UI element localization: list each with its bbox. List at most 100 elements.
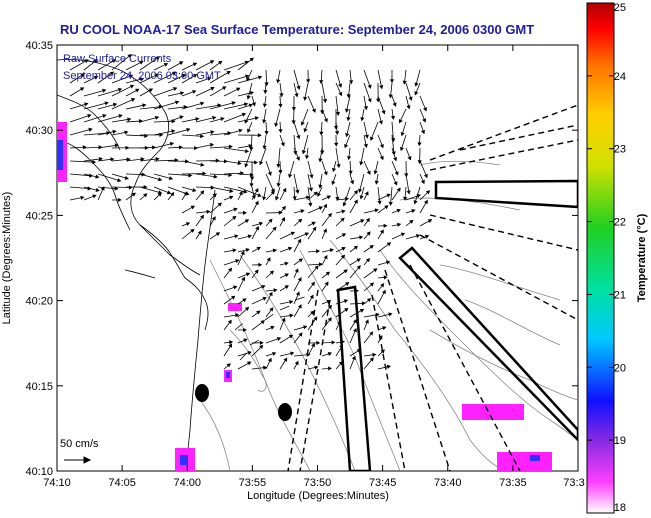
current-vector-head <box>92 159 97 165</box>
current-vector-head <box>352 328 357 333</box>
current-vector-head <box>240 250 245 256</box>
current-vector-head <box>310 310 315 315</box>
current-vector-head <box>251 102 256 107</box>
current-vector <box>97 103 117 110</box>
current-vector-head <box>243 102 249 107</box>
current-vector-head <box>315 249 321 254</box>
current-vector <box>125 134 148 137</box>
current-vector-head <box>313 191 318 196</box>
current-vector-head <box>308 187 313 192</box>
current-vector-head <box>104 101 109 106</box>
current-vector-head <box>241 276 246 282</box>
current-vector-head <box>209 142 215 148</box>
current-vector <box>294 296 305 301</box>
current-vector-head <box>413 200 418 205</box>
current-vector-head <box>200 101 205 106</box>
current-vector <box>97 173 121 182</box>
current-vector-head <box>356 258 361 263</box>
current-vector-head <box>243 338 248 343</box>
current-vector <box>111 118 131 123</box>
scale-arrow <box>64 456 92 464</box>
current-vector-head <box>356 265 361 270</box>
current-vector-head <box>373 170 378 175</box>
current-vector-head <box>378 335 383 340</box>
current-vector-head <box>294 360 299 366</box>
x-tick-label: 74:05 <box>108 477 136 489</box>
current-vector <box>209 173 232 176</box>
current-vector-head <box>278 103 283 108</box>
current-vector-head <box>178 145 183 150</box>
current-vector-head <box>374 180 379 185</box>
current-vector-head <box>247 234 252 239</box>
current-vector-head <box>124 175 129 180</box>
current-vector-head <box>130 98 136 102</box>
current-vector-head <box>363 106 368 111</box>
current-vector-head <box>284 261 289 266</box>
current-vector-head <box>185 222 191 227</box>
current-vector-head <box>422 118 427 123</box>
current-vector-head <box>337 320 341 325</box>
current-vector-head <box>190 228 195 233</box>
current-vector-head <box>128 74 134 79</box>
current-vector-head <box>217 103 222 108</box>
current-vector-head <box>273 288 278 293</box>
current-vector-head <box>79 87 85 92</box>
current-vector-head <box>369 282 375 287</box>
current-vector <box>223 113 246 123</box>
current-vector-head <box>323 203 327 209</box>
current-vector-head <box>260 320 265 325</box>
current-vector-head <box>343 299 349 304</box>
current-vector <box>363 82 372 102</box>
current-vector <box>139 173 162 181</box>
current-vector <box>223 186 247 193</box>
current-vector-head <box>408 96 413 101</box>
current-vector-head <box>389 79 395 84</box>
current-vector-head <box>372 352 377 357</box>
current-vector-head <box>276 163 281 168</box>
current-vector-head <box>303 325 308 330</box>
current-vector-head <box>367 98 372 103</box>
current-vector-head <box>319 131 324 136</box>
current-vector <box>97 144 119 149</box>
current-vector-head <box>344 196 350 202</box>
current-vector-head <box>197 230 202 235</box>
current-vector-head <box>175 100 180 105</box>
current-vector-head <box>256 246 261 251</box>
current-vector-head <box>390 115 396 120</box>
current-vector <box>153 72 176 84</box>
x-tick-label: 73:50 <box>304 477 332 489</box>
current-vector-head <box>213 174 218 179</box>
current-vector-head <box>157 177 163 182</box>
current-vector-head <box>340 339 345 345</box>
current-vector-head <box>280 142 285 147</box>
colorbar-tick-label: 22 <box>614 217 626 229</box>
current-vector <box>343 186 351 206</box>
current-vector-head <box>211 216 216 221</box>
current-vector-head <box>383 275 388 280</box>
current-vector-head <box>242 210 247 215</box>
current-vector-head <box>228 172 233 178</box>
current-vector-head <box>179 115 184 120</box>
current-vector-head <box>375 312 380 317</box>
colorbar-ticks: 25 24 23 22 21 20 19 18 <box>587 2 626 514</box>
current-vector-head <box>334 130 340 136</box>
current-vector-head <box>268 218 273 223</box>
current-vector-head <box>338 83 343 88</box>
current-vector-head <box>295 291 300 296</box>
current-vector <box>391 134 395 155</box>
current-vector-head <box>109 71 115 76</box>
current-vector <box>69 128 92 136</box>
current-vector <box>83 114 106 123</box>
current-vector <box>153 173 173 180</box>
current-vector-head <box>112 102 118 107</box>
current-vector-head <box>340 254 346 259</box>
current-vector-head <box>311 342 315 348</box>
colorbar-tick-label: 20 <box>614 362 626 374</box>
current-vector-head <box>276 336 282 341</box>
current-vector-head <box>420 179 425 185</box>
current-vector-head <box>254 200 259 206</box>
current-vector-head <box>331 340 336 345</box>
current-vector-head <box>346 94 351 99</box>
current-vector-head <box>129 84 135 89</box>
current-vector-head <box>183 191 188 196</box>
